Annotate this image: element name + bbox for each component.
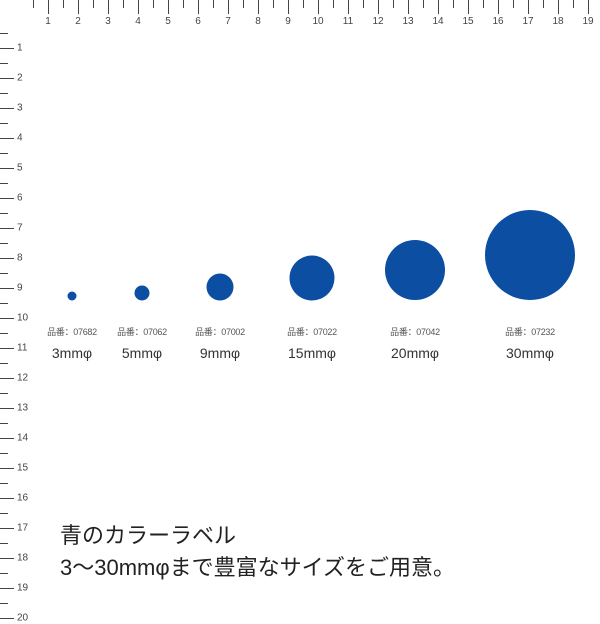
tagline-text: 青のカラーラベル 3〜30mmφまで豊富なサイズをご用意。 xyxy=(60,520,455,584)
label-circle xyxy=(135,285,150,300)
circles-container: 品番：07682 3mmφ 品番：07062 5mmφ 品番：07002 9mmφ 品番：0… xyxy=(0,0,600,600)
label-circle xyxy=(207,273,234,300)
product-code: 品番：07002 xyxy=(195,325,245,338)
size-label: 5mmφ xyxy=(122,345,162,361)
product-code: 品番：07062 xyxy=(117,325,167,338)
size-label: 20mmφ xyxy=(391,345,439,361)
ruler-v-subtick xyxy=(0,603,8,604)
label-circle xyxy=(385,240,445,300)
label-circle xyxy=(290,255,335,300)
product-code: 品番：07022 xyxy=(287,325,337,338)
ruler-v-number: 20 xyxy=(17,613,28,624)
product-code: 品番：07042 xyxy=(390,325,440,338)
size-label: 3mmφ xyxy=(52,345,92,361)
label-circle xyxy=(68,291,77,300)
size-label: 15mmφ xyxy=(288,345,336,361)
label-circle xyxy=(485,210,575,300)
ruler-v-tick xyxy=(0,618,14,619)
product-code: 品番：07682 xyxy=(47,325,97,338)
product-code: 品番：07232 xyxy=(505,325,555,338)
size-label: 9mmφ xyxy=(200,345,240,361)
size-label: 30mmφ xyxy=(506,345,554,361)
